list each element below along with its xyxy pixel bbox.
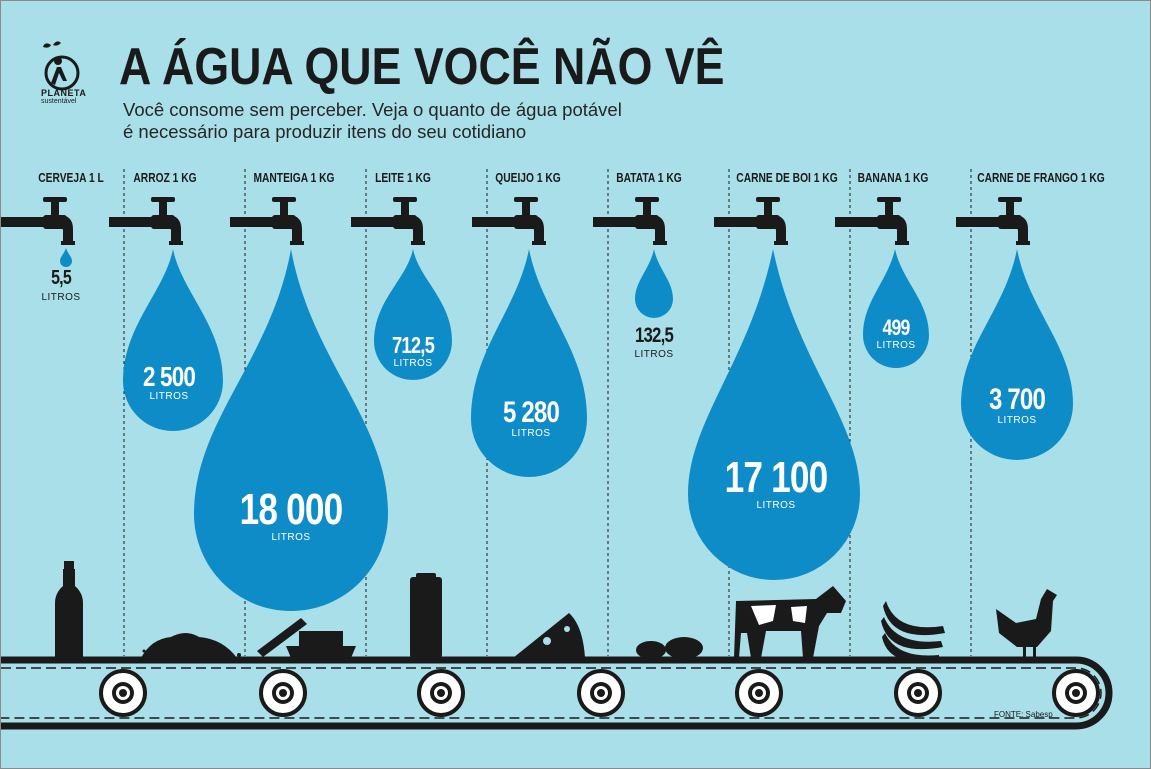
milk-carton-icon [410, 573, 442, 658]
label-banana: BANANA 1 KG [857, 171, 929, 185]
drop-manteiga [194, 249, 388, 612]
drop-carne-boi [688, 249, 860, 580]
drop-leite [374, 249, 452, 380]
subtitle-line-1: Você consome sem perceber. Veja o quanto… [123, 99, 622, 120]
value-manteiga: 18 000 [239, 485, 344, 534]
source-note: FONTE: Sabesp [994, 710, 1053, 719]
logo-name: PLANETA [41, 88, 87, 98]
label-manteiga: MANTEIGA 1 KG [253, 171, 335, 185]
label-cerveja: CERVEJA 1 L [38, 171, 104, 185]
value-cerveja: 5,5 [51, 267, 72, 289]
unit-carne-boi: LITROS [756, 500, 796, 511]
drop-queijo [471, 249, 587, 477]
page-title: A ÁGUA QUE VOCÊ NÃO VÊ [119, 38, 725, 96]
drop-batata [635, 249, 673, 318]
unit-frango: LITROS [997, 415, 1037, 426]
chicken-icon [996, 589, 1057, 658]
drop-frango [961, 249, 1073, 460]
unit-banana: LITROS [876, 340, 916, 351]
butter-dish-icon [257, 618, 356, 658]
value-banana: 499 [882, 315, 911, 340]
cow-icon [734, 586, 846, 658]
conveyor-belt [1, 656, 1113, 730]
drop-arroz [123, 249, 223, 431]
water-drops [60, 248, 1073, 612]
unit-queijo: LITROS [511, 428, 551, 439]
rice-pile-icon [141, 633, 241, 658]
beer-bottle-icon [55, 561, 83, 658]
label-carne-boi: CARNE DE BOI 1 KG [736, 171, 838, 185]
potatoes-icon [636, 637, 703, 659]
value-frango: 3 700 [988, 383, 1046, 416]
logo-tagline: sustentável [41, 98, 77, 105]
unit-manteiga: LITROS [271, 532, 311, 543]
faucets [1, 197, 1030, 245]
subtitle-line-2: é necessário para produzir itens do seu … [123, 121, 527, 142]
bananas-icon [881, 601, 945, 662]
value-leite: 712,5 [391, 332, 435, 358]
unit-batata: LITROS [634, 349, 674, 360]
unit-arroz: LITROS [149, 391, 189, 402]
label-frango: CARNE DE FRANGO 1 KG [977, 171, 1105, 185]
value-batata: 132,5 [634, 324, 674, 347]
label-batata: BATATA 1 KG [616, 171, 682, 185]
label-queijo: QUEIJO 1 KG [495, 171, 561, 185]
label-leite: LEITE 1 KG [375, 171, 431, 185]
value-queijo: 5 280 [502, 396, 560, 429]
planeta-logo-icon [43, 41, 80, 91]
unit-cerveja: LITROS [41, 292, 81, 303]
value-arroz: 2 500 [142, 361, 196, 392]
value-carne-boi: 17 100 [724, 453, 829, 502]
cheese-wedge-icon [513, 613, 585, 658]
drop-banana [863, 249, 929, 368]
label-arroz: ARROZ 1 KG [133, 171, 197, 185]
unit-leite: LITROS [393, 358, 433, 369]
drop-cerveja [60, 248, 72, 267]
